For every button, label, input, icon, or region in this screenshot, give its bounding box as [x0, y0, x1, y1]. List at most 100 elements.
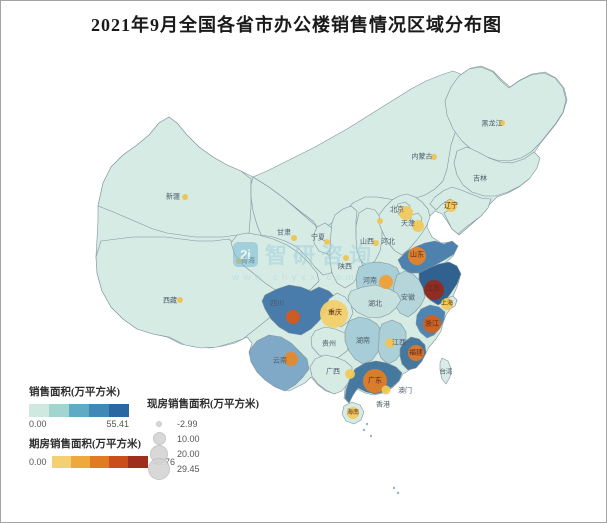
colorbar-segment [109, 456, 129, 468]
label-ningxia: 宁夏 [311, 233, 325, 242]
watermark-url: www.chyxx.com [231, 272, 358, 283]
province-yunnan[interactable] [248, 334, 310, 392]
label-shandong: 山东 [410, 250, 424, 259]
existing-area-size-rows: -2.99 10.00 20.00 29.45 [147, 416, 259, 480]
size-legend-value: 10.00 [177, 433, 200, 444]
marker-aomen[interactable] [381, 385, 391, 395]
existing-area-legend: 现房销售面积(万平方米) -2.99 10.00 20.00 29.45 [147, 396, 259, 480]
colorbar-segment [89, 456, 110, 468]
sea-island-dot [362, 428, 366, 432]
sea-island-dot [392, 486, 396, 490]
label-hunan: 湖南 [356, 336, 370, 345]
province-taiwan[interactable] [439, 357, 452, 385]
watermark: 2i 智研咨询 www.chyxx.com [231, 242, 377, 283]
marker-shandong[interactable] [408, 247, 426, 265]
watermark-logo-icon: 2i [240, 247, 251, 262]
label-heilongjiang: 黑龙江 [482, 119, 503, 128]
label-shanghai: 上海 [441, 299, 453, 307]
label-anhui: 安徽 [401, 293, 415, 302]
province-guizhou[interactable] [310, 326, 352, 360]
size-legend-circle [148, 457, 170, 480]
province-liaoning[interactable] [429, 186, 492, 235]
label-fujian: 福建 [409, 348, 423, 357]
marker-shaanxi[interactable] [343, 255, 349, 261]
marker-chongqing[interactable] [320, 300, 348, 328]
label-tianjin: 天津 [401, 220, 415, 228]
label-xinjiang: 新疆 [166, 192, 180, 201]
province-heilongjiang[interactable] [444, 66, 567, 162]
sea-island-dot [365, 422, 369, 426]
label-aomen: 澳门 [398, 386, 412, 395]
province-ningxia[interactable] [313, 222, 335, 255]
marker-guangxi[interactable] [345, 369, 355, 379]
presale-area-min: 0.00 [29, 457, 47, 467]
sales-area-max: 55.41 [106, 419, 129, 429]
watermark-brand: 智研咨询 [265, 243, 377, 268]
south-china-sea-islands [362, 422, 400, 495]
marker-hebei[interactable] [377, 218, 383, 224]
marker-guangdong[interactable] [363, 369, 387, 393]
label-jilin: 吉林 [473, 174, 487, 183]
marker-hainan[interactable] [347, 407, 359, 419]
label-hebei: 河北 [381, 238, 395, 246]
colorbar-segment [49, 404, 69, 417]
label-guangdong: 广东 [368, 376, 382, 385]
marker-gansu[interactable] [291, 235, 297, 241]
marker-zhejiang[interactable] [423, 315, 441, 333]
size-legend-row: 29.45 [147, 457, 259, 480]
label-guizhou: 贵州 [322, 339, 336, 348]
sales-area-min: 0.00 [29, 419, 47, 429]
label-jiangsu: 江苏 [426, 284, 440, 293]
marker-jiangsu[interactable] [424, 280, 444, 300]
label-zhejiang: 浙江 [425, 319, 439, 328]
colorbar-segment [29, 404, 49, 417]
marker-yunnan[interactable] [284, 352, 298, 366]
label-liaoning: 辽宁 [444, 201, 458, 210]
label-shaanxi: 陕西 [338, 262, 352, 271]
province-shanxi[interactable] [355, 207, 383, 267]
marker-heilongjiang[interactable] [499, 120, 505, 126]
marker-neimenggu[interactable] [431, 154, 437, 160]
label-taiwan: 台湾 [440, 367, 454, 376]
province-hebei[interactable] [378, 193, 431, 256]
presale-area-colorbar[interactable] [51, 456, 148, 468]
size-legend-value: 20.00 [177, 448, 200, 459]
marker-xinjiang[interactable] [182, 194, 188, 200]
marker-ningxia[interactable] [324, 239, 330, 245]
sales-area-legend-title: 销售面积(万平方米) [29, 387, 120, 398]
colorbar-segment [70, 456, 90, 468]
marker-xizang[interactable] [177, 297, 183, 303]
province-hunan[interactable] [344, 316, 383, 365]
colorbar-segment [51, 456, 71, 468]
size-legend-value: 29.45 [177, 463, 200, 474]
province-guangxi[interactable] [309, 354, 353, 395]
bubble-markers-layer [177, 120, 505, 419]
province-gansu[interactable] [250, 176, 336, 276]
marker-henan[interactable] [379, 275, 393, 289]
colorbar-segment [128, 456, 148, 468]
marker-sichuan[interactable] [286, 310, 300, 324]
marker-shanghai[interactable] [441, 298, 453, 310]
chart-title: 2021年9月全国各省市办公楼销售情况区域分布图 [91, 15, 502, 35]
marker-tianjin[interactable] [412, 220, 424, 232]
marker-fujian[interactable] [408, 345, 424, 361]
label-sichuan: 四川 [270, 300, 284, 308]
sea-island-dot [369, 434, 373, 438]
colorbar-segment [69, 404, 89, 417]
marker-liaoning[interactable] [445, 200, 457, 212]
province-jilin[interactable] [453, 146, 541, 197]
colorbar-segment [109, 404, 129, 417]
sales-area-colorbar[interactable] [29, 404, 129, 417]
marker-beijing[interactable] [399, 206, 413, 220]
label-gansu: 甘肃 [277, 228, 291, 237]
label-yunnan: 云南 [273, 356, 287, 365]
marker-shanxi[interactable] [373, 240, 379, 246]
existing-area-legend-title: 现房销售面积(万平方米) [147, 399, 259, 410]
label-beijing: 北京 [390, 205, 404, 214]
marker-jiangxi[interactable] [385, 338, 395, 348]
size-legend-circle [152, 432, 166, 445]
label-hubei: 湖北 [368, 299, 382, 308]
watermark-logo-box [233, 242, 258, 267]
